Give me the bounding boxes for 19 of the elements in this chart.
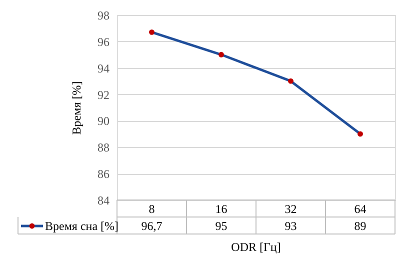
data-label: 89: [354, 219, 366, 233]
data-label: 96,7: [141, 219, 162, 233]
x-tick-label: 64: [354, 202, 366, 216]
y-tick-label: 90: [98, 114, 110, 128]
x-tick-label: 32: [284, 202, 297, 216]
legend-label: Время сна [%]: [45, 219, 119, 233]
y-tick-label: 86: [98, 167, 110, 182]
y-tick-label: 98: [98, 8, 110, 22]
x-axis-title: ODR [Гц]: [231, 240, 281, 254]
y-axis-title: Время [%]: [70, 81, 84, 135]
x-tick-label: 16: [215, 202, 228, 216]
data-label: 95: [215, 219, 228, 233]
y-tick-label: 84: [98, 194, 110, 208]
y-tick-label: 88: [98, 140, 110, 155]
y-tick-label: 96: [98, 34, 110, 49]
y-tick-label: 94: [98, 61, 110, 76]
data-label: 93: [284, 219, 297, 233]
x-tick-label: 8: [148, 202, 155, 216]
y-tick-label: 92: [98, 88, 110, 102]
